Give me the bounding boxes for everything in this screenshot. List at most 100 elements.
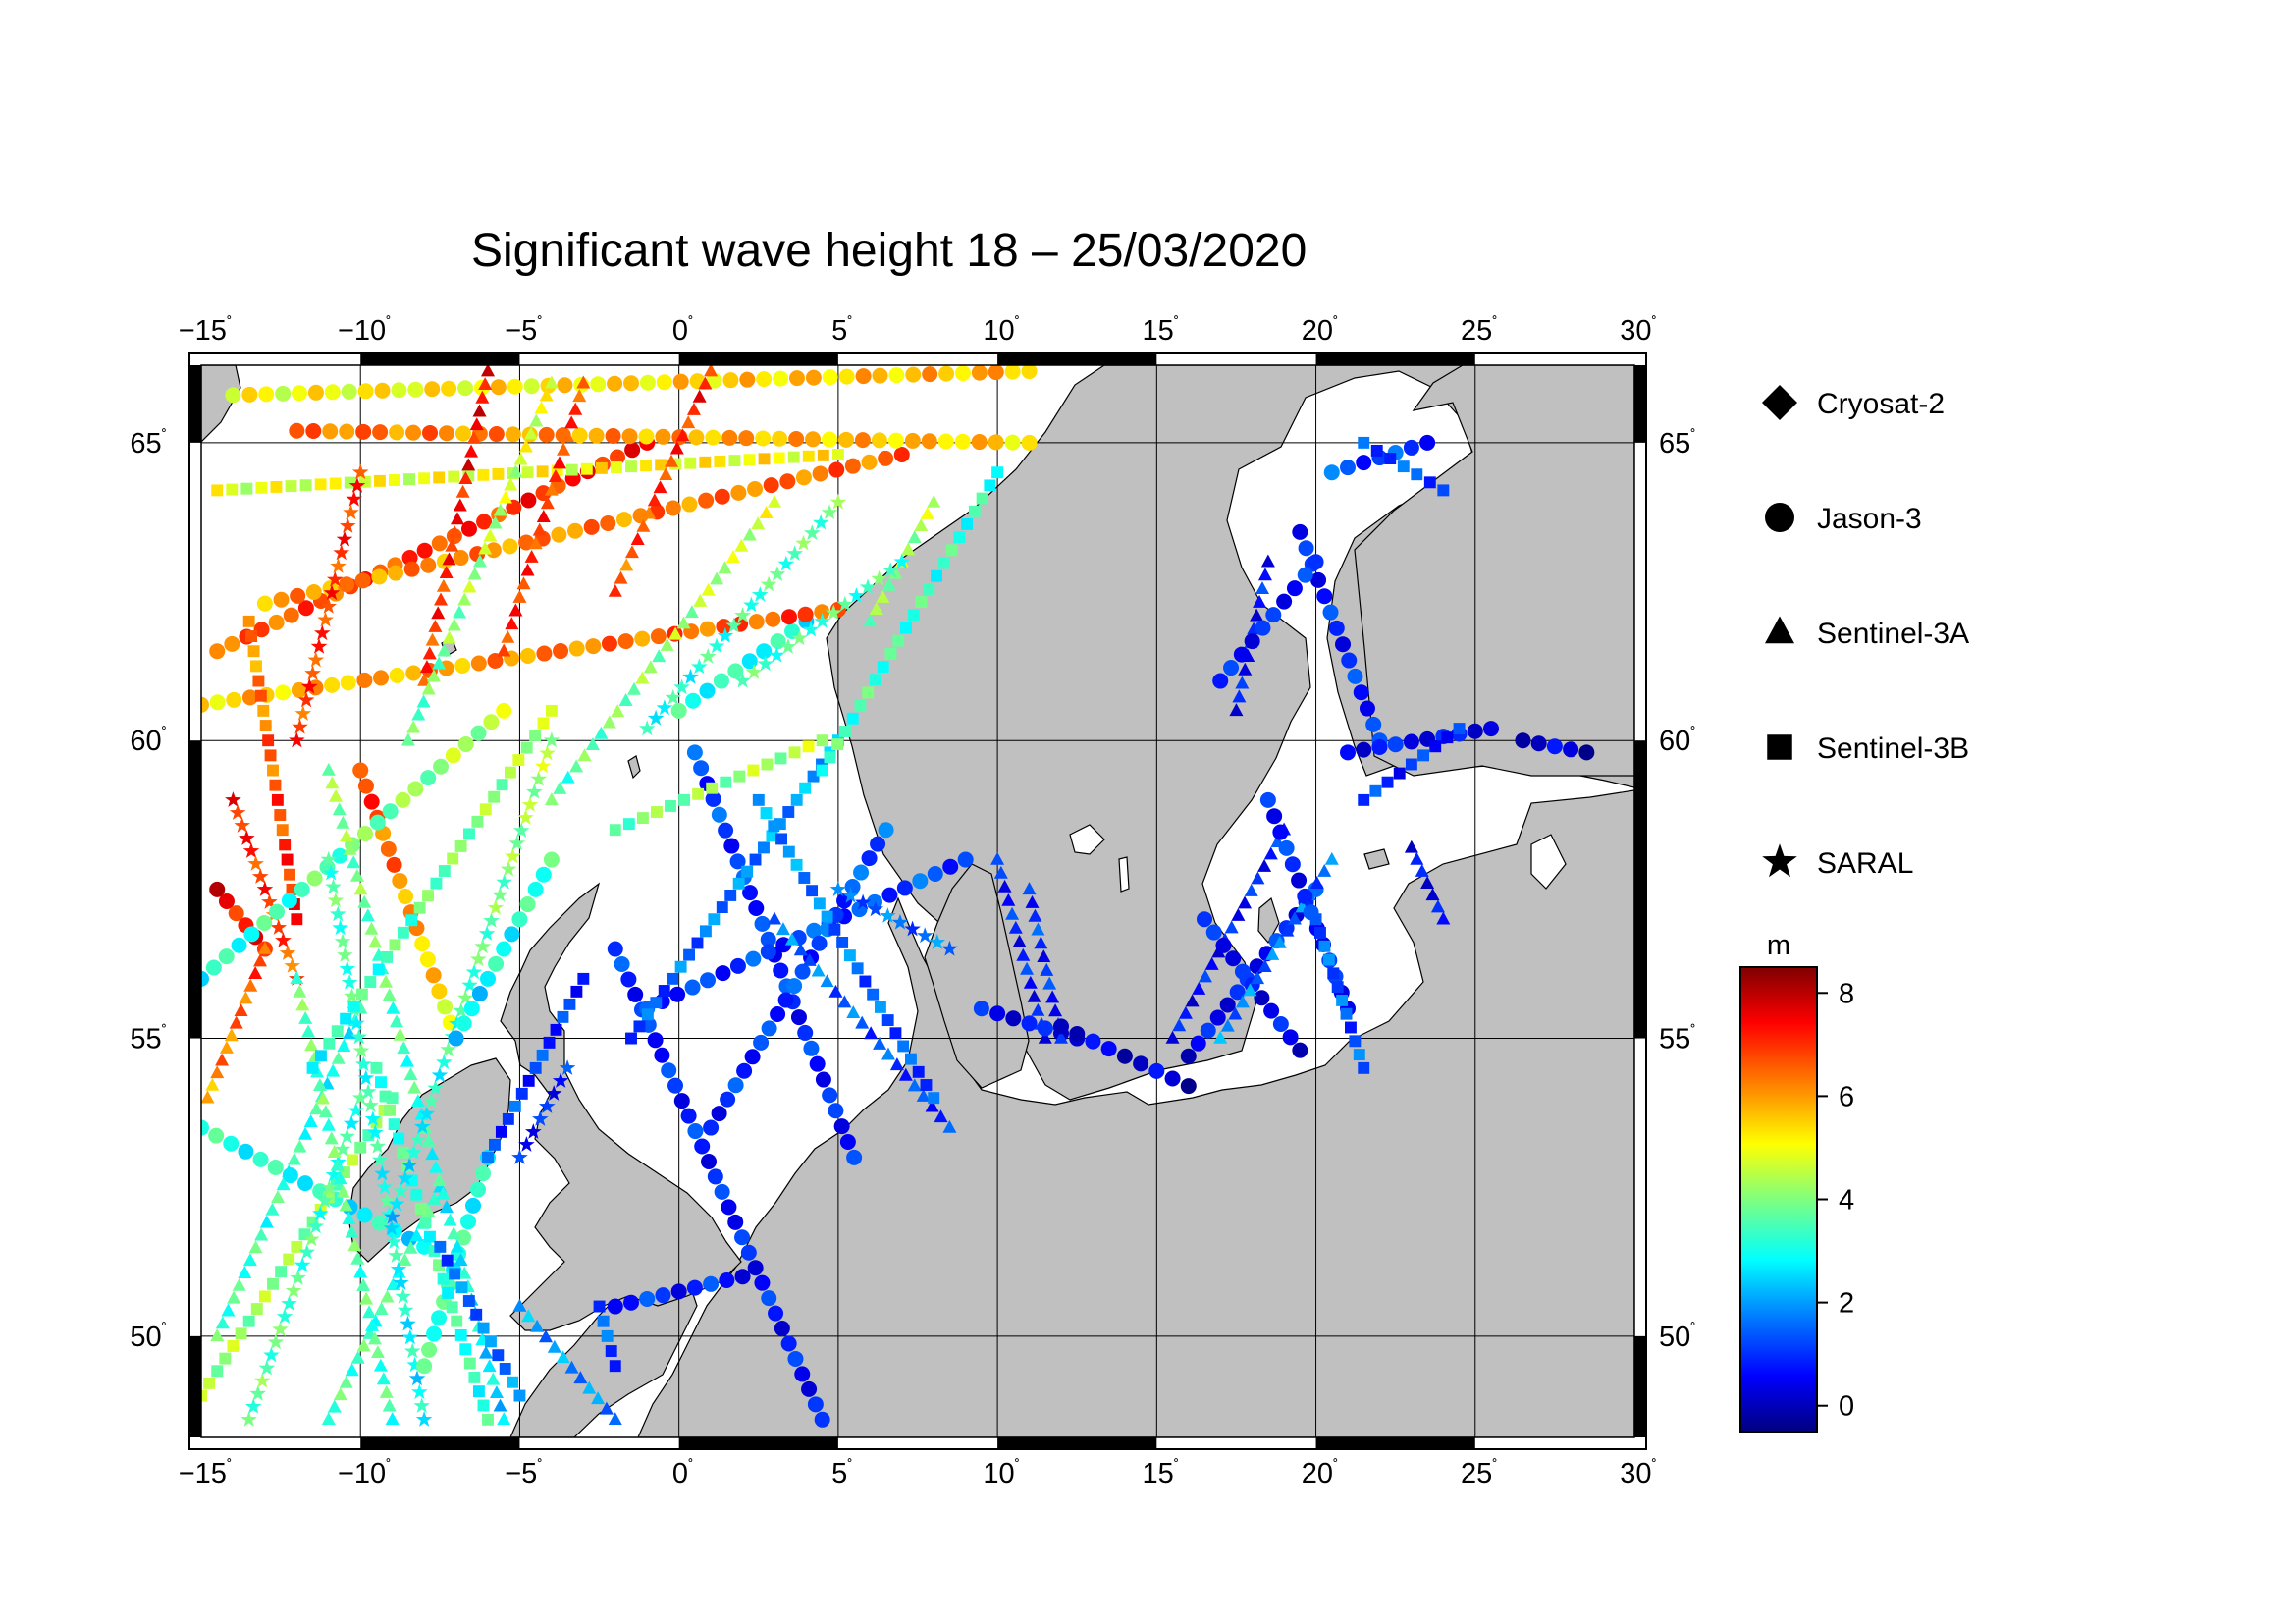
track-point bbox=[356, 672, 373, 688]
track-point bbox=[684, 457, 697, 469]
track-point bbox=[477, 1399, 490, 1412]
track-point bbox=[621, 428, 638, 445]
track-point bbox=[322, 423, 339, 440]
land-iceland bbox=[201, 365, 241, 443]
track-point bbox=[330, 558, 347, 573]
track-point bbox=[276, 1177, 291, 1191]
track-point bbox=[339, 960, 356, 976]
track-point bbox=[779, 473, 796, 490]
track-point bbox=[247, 645, 260, 658]
track-point bbox=[219, 1352, 232, 1365]
track-point bbox=[877, 661, 889, 673]
track-point bbox=[409, 1131, 427, 1147]
track-point bbox=[339, 517, 356, 533]
track-point bbox=[403, 561, 420, 577]
colorbar-unit: m bbox=[1767, 930, 1790, 961]
track-point bbox=[833, 1118, 850, 1135]
track-point bbox=[521, 796, 539, 812]
track-point bbox=[353, 882, 368, 895]
track-point bbox=[872, 367, 888, 384]
track-point bbox=[336, 1184, 350, 1198]
track-point bbox=[699, 925, 712, 938]
track-point bbox=[938, 365, 955, 382]
track-point bbox=[411, 707, 426, 721]
track-point bbox=[453, 605, 467, 619]
track-point bbox=[501, 629, 515, 643]
track-point bbox=[470, 655, 487, 672]
track-point bbox=[1291, 872, 1308, 889]
track-point bbox=[371, 1151, 389, 1167]
track-point bbox=[448, 524, 462, 538]
track-point bbox=[480, 970, 496, 987]
track-point bbox=[720, 1091, 736, 1108]
track-point bbox=[651, 806, 663, 818]
track-point bbox=[838, 368, 855, 385]
track-point bbox=[470, 950, 487, 967]
track-point bbox=[1322, 604, 1339, 621]
track-point bbox=[715, 965, 731, 982]
track-point bbox=[1020, 961, 1035, 975]
track-point bbox=[497, 1412, 511, 1426]
track-point bbox=[729, 957, 746, 974]
track-point bbox=[888, 367, 905, 384]
track-point bbox=[227, 1340, 240, 1352]
track-point bbox=[439, 1200, 454, 1214]
track-point bbox=[743, 454, 756, 466]
track-point bbox=[203, 1377, 216, 1389]
track-point bbox=[1004, 365, 1021, 380]
track-point bbox=[1045, 990, 1060, 1003]
track-point bbox=[442, 1286, 454, 1299]
track-point bbox=[842, 887, 859, 903]
track-point bbox=[610, 461, 622, 473]
track-point bbox=[512, 1298, 527, 1312]
track-point bbox=[358, 475, 371, 488]
track-point bbox=[450, 512, 464, 525]
track-point bbox=[372, 963, 385, 976]
track-point bbox=[370, 1061, 383, 1074]
track-point bbox=[363, 793, 380, 810]
track-point bbox=[989, 1005, 1006, 1022]
track-point bbox=[1185, 994, 1200, 1007]
track-point bbox=[836, 595, 854, 612]
frame-bar-top bbox=[997, 353, 1157, 365]
track-point bbox=[357, 778, 374, 794]
lon-tick-label-bottom: 30˚ bbox=[1620, 1458, 1657, 1489]
track-point bbox=[770, 1005, 786, 1022]
track-point bbox=[294, 881, 310, 897]
track-point bbox=[362, 1097, 379, 1112]
track-point bbox=[249, 1384, 267, 1401]
track-point bbox=[309, 1102, 324, 1115]
track-point bbox=[893, 553, 911, 569]
track-point bbox=[880, 907, 896, 923]
track-point bbox=[419, 1217, 432, 1229]
track-point bbox=[440, 1041, 456, 1057]
track-point bbox=[414, 1203, 427, 1215]
track-point bbox=[302, 1230, 320, 1247]
track-point bbox=[251, 868, 269, 884]
track-point bbox=[780, 1335, 797, 1352]
track-point bbox=[544, 375, 559, 389]
track-point bbox=[310, 637, 328, 654]
track-point bbox=[413, 1397, 431, 1413]
track-point bbox=[786, 545, 803, 561]
track-point bbox=[861, 850, 878, 867]
track-point bbox=[838, 431, 854, 448]
track-point bbox=[1347, 668, 1363, 684]
track-point bbox=[608, 1412, 622, 1426]
track-point bbox=[611, 704, 625, 718]
track-point bbox=[739, 371, 756, 388]
track-point bbox=[728, 455, 741, 467]
track-point bbox=[1244, 633, 1260, 650]
track-point bbox=[593, 1300, 606, 1313]
track-point bbox=[275, 385, 292, 402]
track-point bbox=[281, 1295, 297, 1311]
track-point bbox=[564, 415, 579, 429]
track-point bbox=[614, 955, 630, 972]
track-point bbox=[530, 1319, 545, 1332]
track-point bbox=[751, 516, 766, 530]
track-point bbox=[1282, 1029, 1299, 1046]
track-point bbox=[1085, 1033, 1101, 1050]
track-point bbox=[323, 1037, 336, 1050]
track-point bbox=[698, 376, 713, 390]
track-point bbox=[658, 985, 670, 997]
